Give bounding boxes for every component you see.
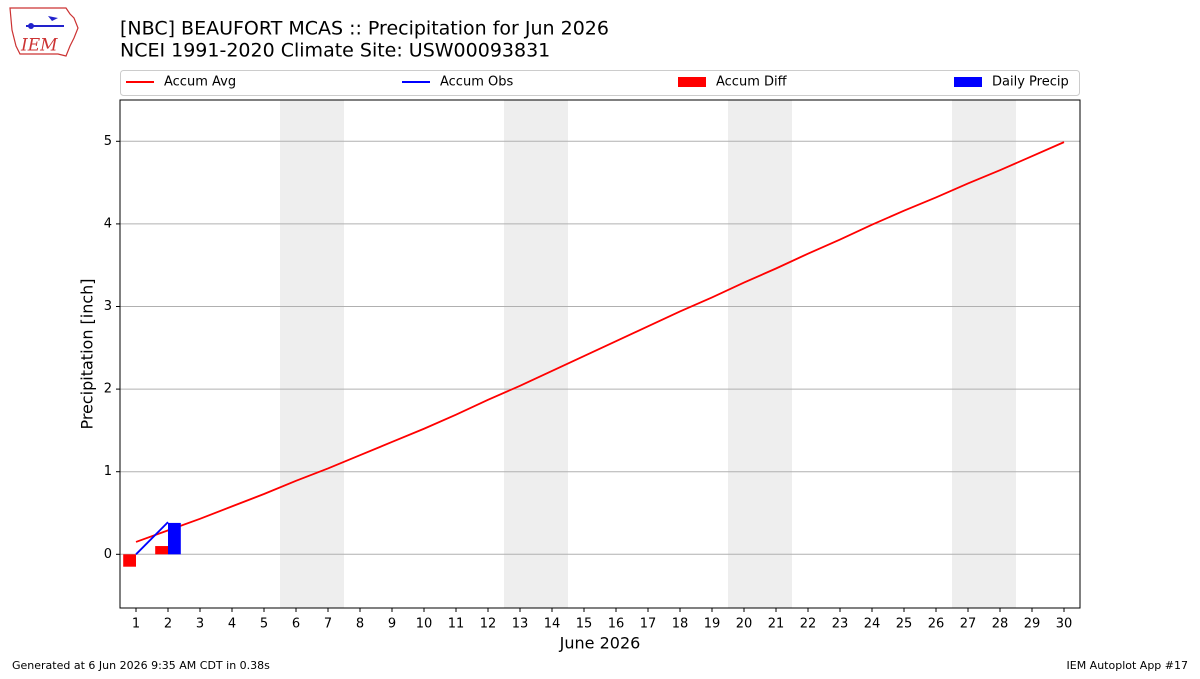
x-tick-label: 12 [480,617,497,632]
x-tick-label: 23 [832,617,849,632]
legend-label: Accum Obs [440,75,513,90]
y-tick-label: 4 [104,216,112,231]
bar [123,554,136,567]
weekend-shade [728,100,792,608]
x-tick-label: 9 [388,617,396,632]
y-tick-label: 1 [104,464,112,479]
x-tick-label: 21 [768,617,785,632]
x-tick-label: 8 [356,617,364,632]
logo-text: IEM [20,36,58,56]
x-tick-label: 2 [164,617,172,632]
line [135,521,169,555]
logo-flag [48,16,58,21]
logo-shape [9,7,79,57]
x-tick-label: 27 [960,617,977,632]
x-tick-label: 30 [1056,617,1073,632]
x-tick-label: 15 [576,617,593,632]
x-tick-label: 16 [608,617,625,632]
y-tick-label: 2 [104,382,112,397]
legend-box [120,70,1080,96]
bar [155,546,168,555]
bar [168,522,181,555]
weekend-shade [952,100,1016,608]
chart-title: [NBC] BEAUFORT MCAS :: Precipitation for… [120,18,609,40]
legend-label: Daily Precip [992,75,1069,90]
legend-label: Accum Diff [716,75,788,90]
x-tick-label: 3 [196,617,204,632]
legend-label: Accum Avg [164,75,236,90]
plot-area [120,100,1080,608]
x-tick-label: 5 [260,617,268,632]
x-tick-label: 29 [1024,617,1041,632]
x-tick-label: 7 [324,617,332,632]
line [135,141,1065,543]
plot-frame [119,99,1081,609]
x-tick-label: 24 [864,617,881,632]
chart-subtitle: NCEI 1991-2020 Climate Site: USW00093831 [120,40,550,62]
x-tick-label: 20 [736,617,753,632]
legend-swatch [954,77,982,87]
weekend-shade [280,100,344,608]
logo-dot [28,23,34,29]
x-tick-label: 4 [228,617,236,632]
x-tick-label: 10 [416,617,433,632]
y-tick-label: 5 [104,134,112,149]
x-tick-label: 11 [448,617,465,632]
x-tick-label: 22 [800,617,817,632]
legend-swatch [678,77,706,87]
x-tick-label: 26 [928,617,945,632]
footer-right: IEM Autoplot App #17 [1067,659,1189,672]
x-tick-label: 25 [896,617,913,632]
footer-left: Generated at 6 Jun 2026 9:35 AM CDT in 0… [12,659,270,672]
weekend-shade [504,100,568,608]
x-tick-label: 6 [292,617,300,632]
x-tick-label: 17 [640,617,657,632]
x-tick-label: 14 [544,617,561,632]
logo: IEM [9,7,79,57]
y-axis-label: Precipitation [inch] [78,278,97,429]
x-tick-label: 18 [672,617,689,632]
x-tick-label: 19 [704,617,721,632]
y-tick-label: 0 [104,547,112,562]
y-tick-label: 3 [104,299,112,314]
x-axis-label: June 2026 [559,634,641,653]
x-tick-label: 28 [992,617,1009,632]
x-tick-label: 1 [132,617,140,632]
x-tick-label: 13 [512,617,529,632]
